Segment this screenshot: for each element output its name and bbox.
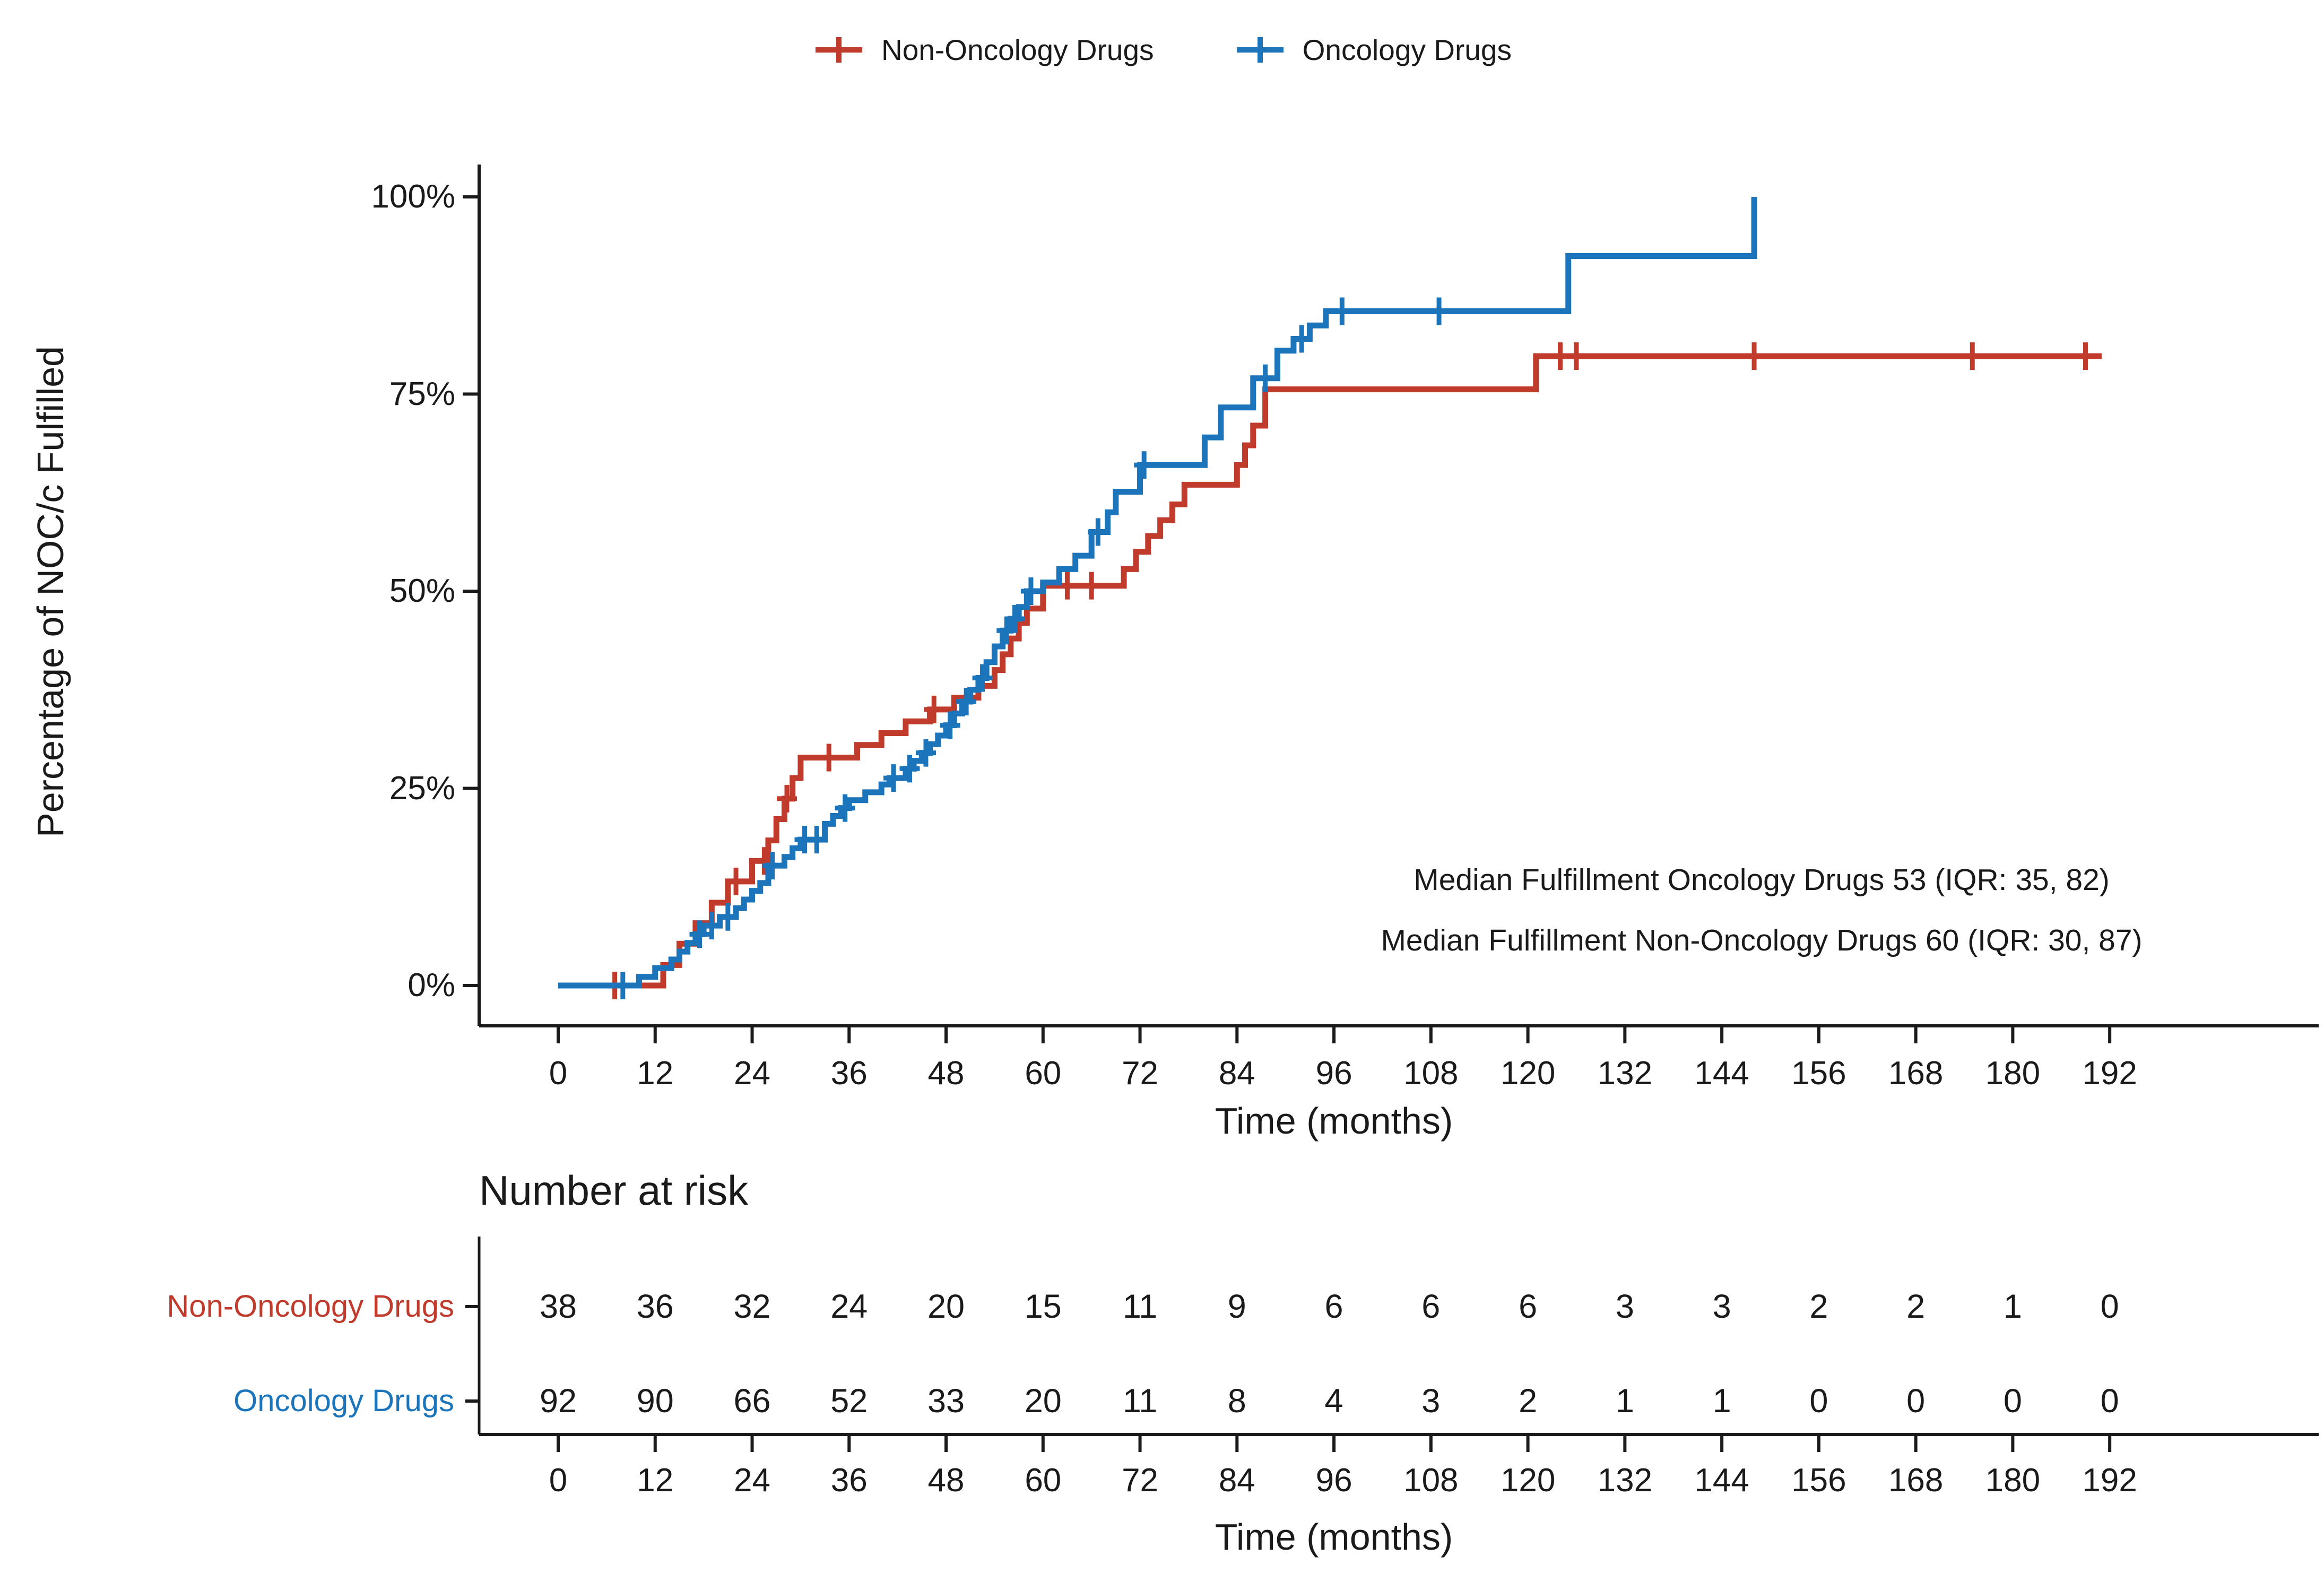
legend-label: Non-Oncology Drugs [881,33,1154,66]
survival-curve-oncology-drugs [558,197,1757,989]
risk-count: 15 [1024,1288,1062,1325]
risk-count: 52 [830,1382,868,1420]
risk-count: 3 [1421,1382,1441,1420]
risk-count: 6 [1324,1288,1343,1325]
risk-count: 24 [830,1288,868,1325]
risk-count: 9 [1227,1288,1246,1325]
x-tick-label: 180 [1985,1055,2041,1092]
risk-count: 4 [1324,1382,1343,1420]
risk-x-tick-label: 168 [1888,1462,1944,1499]
x-tick-label: 36 [830,1055,868,1092]
x-tick-label: 108 [1403,1055,1459,1092]
risk-count: 0 [1906,1382,1926,1420]
x-axis-title: Time (months) [1215,1100,1453,1142]
risk-count: 0 [1809,1382,1828,1420]
risk-count: 33 [927,1382,965,1420]
risk-x-tick-label: 48 [927,1462,965,1499]
y-tick-label: 75% [389,375,455,412]
x-tick-label: 12 [637,1055,674,1092]
x-tick-label: 168 [1888,1055,1944,1092]
annotation-median-non-oncology: Median Fulfillment Non-Oncology Drugs 60… [1381,923,2143,957]
y-tick-label: 25% [389,770,455,807]
risk-count: 2 [1519,1382,1538,1420]
x-tick-label: 156 [1791,1055,1846,1092]
risk-x-tick-label: 120 [1500,1462,1556,1499]
risk-x-tick-label: 144 [1694,1462,1749,1499]
risk-count: 20 [1024,1382,1062,1420]
risk-x-tick-label: 132 [1597,1462,1653,1499]
risk-count: 32 [733,1288,771,1325]
legend: Non-Oncology Drugs Oncology Drugs [0,33,2324,67]
risk-count: 38 [539,1288,577,1325]
risk-count: 0 [2100,1288,2119,1325]
legend-item-non-oncology: Non-Oncology Drugs [812,33,1154,67]
risk-count: 6 [1421,1288,1441,1325]
risk-x-tick-label: 36 [830,1462,868,1499]
risk-count: 66 [733,1382,771,1420]
risk-x-axis-title: Time (months) [1215,1516,1453,1558]
survival-curve-non-oncology-drugs [558,353,2102,989]
risk-row-label-oncology: Oncology Drugs [233,1384,454,1418]
risk-count: 20 [927,1288,965,1325]
risk-count: 1 [2003,1288,2022,1325]
risk-x-tick-label: 156 [1791,1462,1846,1499]
risk-x-tick-label: 60 [1025,1462,1062,1499]
legend-label: Oncology Drugs [1302,33,1512,66]
risk-table-title: Number at risk [479,1167,749,1214]
y-tick-label: 0% [407,967,455,1004]
risk-x-tick-label: 72 [1122,1462,1159,1499]
risk-count: 2 [1809,1288,1828,1325]
y-tick-label: 100% [371,178,455,215]
risk-count: 90 [636,1382,674,1420]
legend-key-plus-icon [1236,37,1284,63]
risk-x-tick-label: 108 [1403,1462,1459,1499]
x-tick-label: 96 [1315,1055,1352,1092]
risk-x-tick-label: 192 [2082,1462,2137,1499]
risk-count: 2 [1906,1288,1926,1325]
x-tick-label: 144 [1694,1055,1749,1092]
risk-count: 3 [1615,1288,1634,1325]
risk-count: 3 [1712,1288,1731,1325]
legend-item-oncology: Oncology Drugs [1234,33,1512,67]
x-tick-label: 0 [549,1055,568,1092]
x-tick-label: 120 [1500,1055,1556,1092]
risk-x-tick-label: 12 [637,1462,674,1499]
risk-x-tick-label: 24 [734,1462,770,1499]
risk-count: 11 [1122,1288,1158,1325]
risk-count: 1 [1615,1382,1634,1420]
x-tick-label: 72 [1122,1055,1159,1092]
x-tick-label: 132 [1597,1055,1653,1092]
risk-row-label-non-oncology: Non-Oncology Drugs [167,1289,454,1324]
x-tick-label: 24 [734,1055,770,1092]
y-tick-label: 50% [389,573,455,609]
risk-count: 0 [2003,1382,2022,1420]
y-axis-title: Percentage of NOC/c Fulfilled [30,346,71,837]
risk-count: 0 [2100,1382,2119,1420]
risk-count: 1 [1712,1382,1731,1420]
legend-key-plus-icon [816,37,863,63]
risk-count: 8 [1227,1382,1246,1420]
risk-x-tick-label: 84 [1218,1462,1255,1499]
risk-x-tick-label: 96 [1315,1462,1352,1499]
risk-x-tick-label: 180 [1985,1462,2041,1499]
x-tick-label: 48 [927,1055,965,1092]
risk-count: 11 [1122,1382,1158,1420]
risk-count: 36 [636,1288,674,1325]
risk-count: 6 [1519,1288,1538,1325]
risk-count: 92 [539,1382,577,1420]
x-tick-label: 84 [1218,1055,1255,1092]
x-tick-label: 60 [1025,1055,1062,1092]
x-tick-label: 192 [2082,1055,2137,1092]
risk-x-tick-label: 0 [549,1462,568,1499]
annotation-median-oncology: Median Fulfillment Oncology Drugs 53 (IQ… [1414,863,2110,897]
